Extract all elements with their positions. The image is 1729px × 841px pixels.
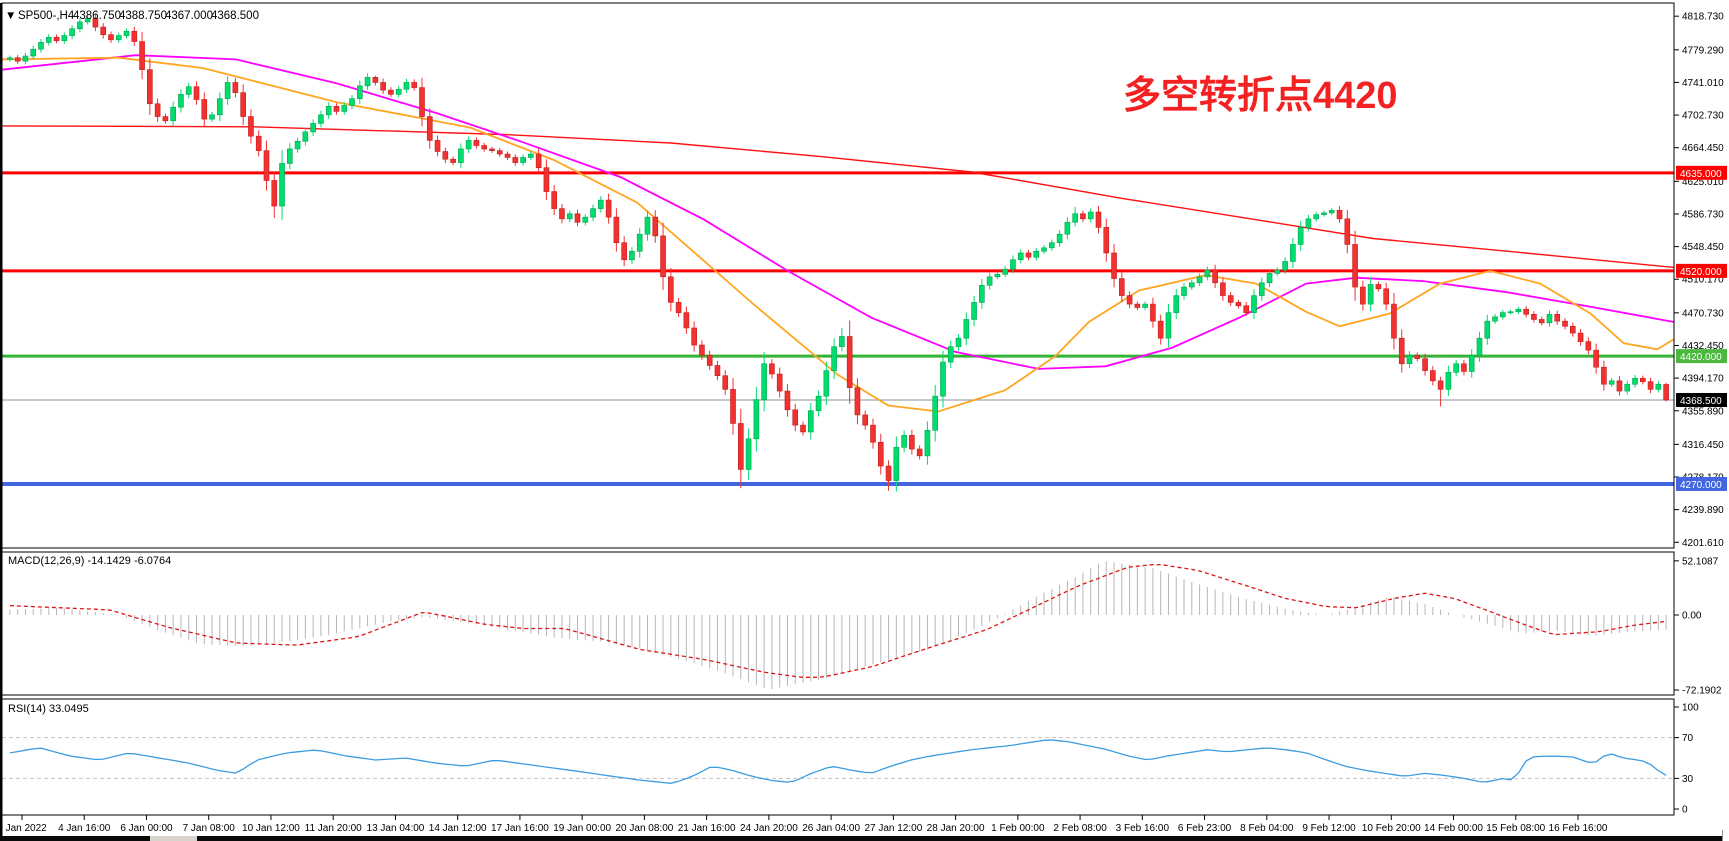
candles [7,14,1669,492]
rsi-indicator-label: RSI(14) 33.0495 [8,703,89,715]
time-axis-label[interactable]: 11 Jan 20:00 [305,823,363,834]
time-axis-label[interactable]: 10 Jan 12:00 [242,823,300,834]
ma-fast-orange [1,56,1675,413]
price-axis-label: 4548.450 [1682,242,1724,253]
time-axis-label[interactable]: 7 Jan 08:00 [183,823,236,834]
main-chart-area[interactable] [2,3,1674,548]
time-axis-label[interactable]: 28 Jan 20:00 [927,823,985,834]
time-axis-label[interactable]: 15 Feb 08:00 [1486,823,1545,834]
time-axis-label[interactable]: 8 Feb 04:00 [1240,823,1294,834]
time-axis-label[interactable]: 4 Jan 16:00 [58,823,111,834]
pivot-4420-badge [1676,349,1727,364]
macd-axis-label: 52.1087 [1682,556,1719,567]
rsi-panel [2,737,1674,784]
resistance-4520-badge [1676,263,1727,278]
rsi-line [9,739,1667,784]
axes-layer: 4818.730 4779.290 4741.010 4702.730 4664.450… [0,12,1727,834]
window-left-border [0,3,3,836]
current-price-badge-label: 4368.500 [1680,396,1722,407]
symbol-dropdown-icon[interactable]: ▼ [5,10,16,22]
price-axis-label: 4355.890 [1682,406,1724,417]
window-right-border [1722,830,1723,841]
time-axis-label[interactable]: 14 Jan 12:00 [429,823,487,834]
price-axis-label: 4394.170 [1682,374,1724,385]
price-axis-label: 4586.730 [1682,209,1724,220]
time-axis-label[interactable]: 17 Jan 16:00 [491,823,549,834]
time-axis-label[interactable]: 16 Feb 16:00 [1549,823,1608,834]
rsi-chart-area[interactable] [2,699,1674,815]
time-axis-label[interactable]: 14 Feb 00:00 [1424,823,1483,834]
support-4270-badge-label: 4270.000 [1680,480,1722,491]
time-axis-label[interactable]: 6 Feb 23:00 [1178,823,1232,834]
time-axis-label[interactable]: 19 Jan 00:00 [553,823,611,834]
time-axis-label[interactable]: 3 Feb 16:00 [1116,823,1170,834]
symbol-period-label[interactable]: SP500-,H4 [18,10,75,22]
time-axis-label[interactable]: 27 Jan 12:00 [864,823,922,834]
ma-slow-red [1,125,1675,269]
time-axis-label[interactable]: 1 Feb 00:00 [991,823,1045,834]
quote-high: 4388.750 [119,10,167,22]
price-axis-label: 4625.010 [1682,177,1724,188]
time-axis-label[interactable]: 3 Jan 2022 [0,823,47,834]
current-price-badge [1676,393,1727,408]
quote-low: 4367.000 [165,10,213,22]
price-axis-label: 4741.010 [1682,78,1724,89]
bottom-window-edge [0,836,1722,841]
price-axis-label: 4664.450 [1682,143,1724,154]
support-4270-badge [1676,476,1727,491]
time-axis-label[interactable]: 10 Feb 20:00 [1362,823,1421,834]
resistance-4635-badge [1676,165,1727,180]
macd-indicator-label: MACD(12,26,9) -14.1429 -6.0764 [8,555,171,567]
time-axis-label[interactable]: 13 Jan 04:00 [367,823,425,834]
quote-close: 4368.500 [211,10,259,22]
macd-axis-label: 0.00 [1682,611,1702,622]
price-axis-label: 4779.290 [1682,45,1724,56]
price-axis-label: 4818.730 [1682,12,1724,23]
rsi-axis-label: 0 [1682,805,1688,816]
pivot-4420-badge-label: 4420.000 [1680,352,1722,363]
main-price-panel [1,14,1675,492]
time-axis-label[interactable]: 2 Feb 08:00 [1053,823,1107,834]
price-axis-label: 4239.890 [1682,505,1724,516]
quote-open: 4386.750 [73,10,121,22]
macd-axis-label: -72.1902 [1682,685,1722,696]
bottom-edge-highlight [150,836,197,841]
time-axis-label[interactable]: 6 Jan 00:00 [120,823,173,834]
time-axis-label[interactable]: 26 Jan 04:00 [802,823,860,834]
time-axis-label[interactable]: 24 Jan 20:00 [740,823,798,834]
macd-panel [9,561,1667,690]
resistance-4520-badge-label: 4520.000 [1680,267,1722,278]
rsi-axis-label: 30 [1682,774,1694,785]
time-axis-label[interactable]: 20 Jan 08:00 [615,823,673,834]
annotation-text: 多空转折点4420 [1123,75,1398,117]
quote-bar: ▼ SP500-,H4 4386.750 4388.750 4367.000 4… [5,10,259,22]
price-axis-label: 4702.730 [1682,111,1724,122]
price-axis-label: 4201.610 [1682,538,1724,549]
resistance-4635-badge-label: 4635.000 [1680,169,1722,180]
price-axis-label: 4316.450 [1682,440,1724,451]
price-axis-label: 4432.450 [1682,341,1724,352]
price-axis-label: 4470.730 [1682,308,1724,319]
macd-chart-area[interactable] [2,552,1674,695]
ma-mid-magenta [1,54,1675,370]
time-axis-label[interactable]: 9 Feb 12:00 [1302,823,1356,834]
rsi-axis-label: 70 [1682,733,1694,744]
macd-signal-line [9,563,1667,678]
time-axis-label[interactable]: 21 Jan 16:00 [678,823,736,834]
macd-histogram [9,561,1667,690]
rsi-axis-label: 100 [1682,703,1699,714]
price-axis-label: 4510.170 [1682,275,1724,286]
